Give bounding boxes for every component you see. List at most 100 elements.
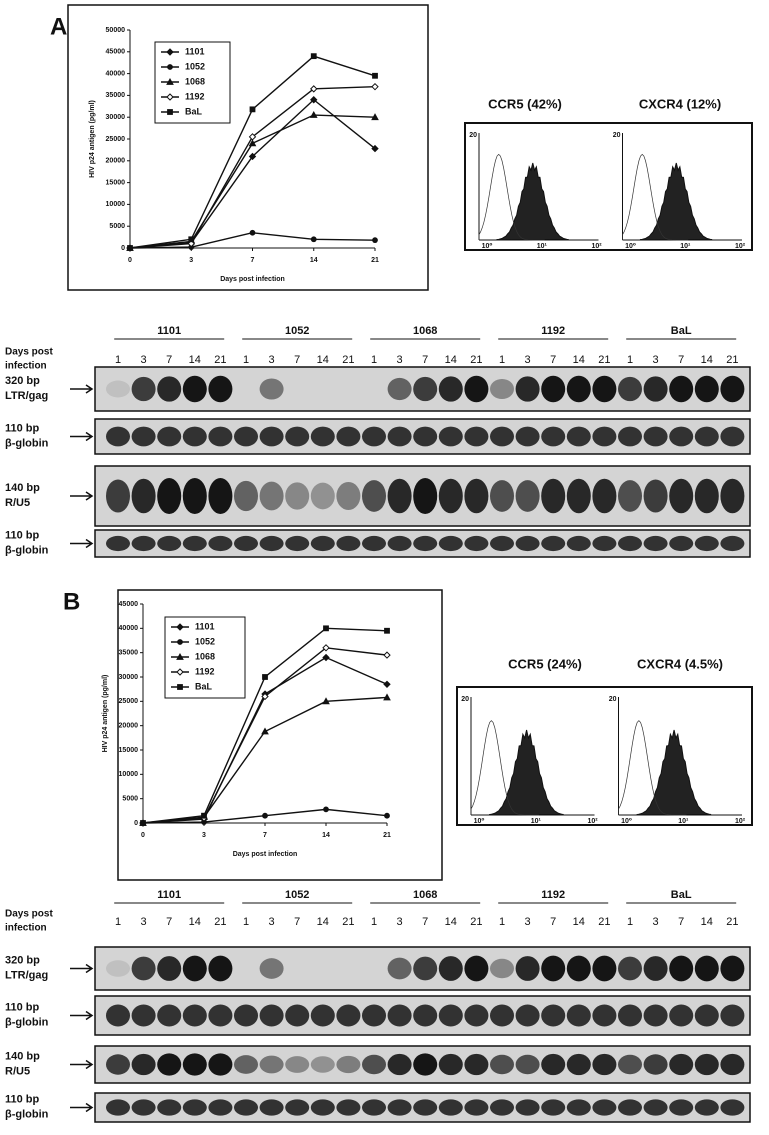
flow-tick: 10⁰	[625, 242, 636, 250]
days-label: Days post	[5, 909, 53, 920]
gel-band	[182, 1004, 207, 1027]
gel-band	[234, 1004, 258, 1027]
days-label: infection	[5, 923, 47, 934]
gel-band	[643, 376, 668, 402]
day-label: 14	[573, 354, 585, 366]
gel-band	[669, 375, 694, 403]
day-label: 1	[627, 916, 633, 928]
data-point	[322, 644, 330, 652]
gel-band	[285, 426, 310, 447]
gel-band	[643, 426, 668, 447]
gel-band	[566, 1053, 591, 1076]
data-point	[309, 110, 318, 118]
gel-band	[336, 481, 361, 511]
gel-band	[618, 376, 642, 402]
flow-tick: 10²	[735, 818, 746, 825]
day-label: 7	[166, 916, 172, 928]
gel-band	[310, 1099, 335, 1116]
gel-band	[694, 426, 719, 447]
panel-letter: A	[50, 13, 67, 40]
gel-band	[106, 479, 130, 513]
day-label: 3	[525, 916, 531, 928]
gel-band	[592, 426, 617, 447]
day-label: 14	[317, 916, 329, 928]
legend-marker	[177, 684, 183, 690]
data-point	[384, 812, 390, 819]
legend-marker	[176, 652, 184, 660]
gel-band	[720, 535, 745, 552]
gel-band	[592, 478, 617, 514]
day-label: 7	[294, 354, 300, 366]
data-point	[127, 245, 133, 251]
day-label: 21	[470, 916, 482, 928]
gel-band	[310, 426, 335, 447]
series-line	[129, 98, 376, 249]
gel-band	[157, 1053, 182, 1076]
gel-band	[438, 376, 463, 402]
gel-band	[669, 1099, 694, 1116]
gel-band	[259, 958, 284, 979]
group-label: 1192	[541, 325, 565, 337]
gel-band	[720, 375, 745, 403]
y-tick-label: 15000	[106, 179, 126, 186]
gel-band	[566, 955, 591, 982]
day-label: 1	[115, 916, 121, 928]
gel-band	[694, 955, 719, 982]
day-label: 3	[269, 916, 275, 928]
y-axis-label: HIV p24 antigen (pg/ml)	[89, 100, 96, 178]
gel-band	[208, 426, 233, 447]
gel-band	[643, 535, 668, 552]
day-label: 14	[701, 354, 713, 366]
legend-label: 1192	[195, 666, 215, 676]
day-label: 21	[598, 354, 610, 366]
gel-band	[669, 535, 694, 552]
gel-band	[131, 1004, 156, 1027]
flow-tick: 10¹	[680, 243, 691, 250]
gel-band	[515, 535, 540, 552]
flow-tick: 10¹	[531, 818, 542, 825]
flow-frame	[464, 122, 753, 251]
gel-band	[490, 1054, 514, 1075]
gel-band	[234, 426, 258, 447]
gel-band	[234, 535, 258, 552]
gel-band	[182, 955, 207, 982]
gel-band	[157, 376, 182, 402]
legend-label: 1101	[185, 46, 205, 56]
gel-band	[336, 1055, 361, 1074]
gel-band	[336, 426, 361, 447]
gel-band	[464, 478, 489, 514]
legend-marker	[167, 109, 173, 115]
row-arrow	[70, 538, 94, 549]
gel-band	[541, 1099, 566, 1116]
day-label: 7	[166, 354, 172, 366]
gel-band	[490, 480, 514, 512]
row-name: β-globin	[5, 544, 49, 556]
gel-band	[131, 1099, 156, 1116]
gel-band	[387, 1099, 412, 1116]
gel-band	[157, 426, 182, 447]
day-label: 14	[445, 354, 457, 366]
flow-histogram	[496, 162, 569, 241]
gel-band	[541, 478, 566, 514]
gel-band	[157, 535, 182, 552]
gel-band	[515, 956, 540, 981]
legend-label: 1192	[185, 91, 205, 101]
gel-band	[490, 1099, 514, 1116]
y-tick-label: 5000	[109, 223, 125, 230]
gel-band	[694, 1099, 719, 1116]
day-label: 21	[214, 354, 226, 366]
gel-band	[182, 426, 207, 447]
gel-band	[336, 1004, 361, 1027]
legend-frame	[164, 616, 246, 699]
gel-band	[592, 1004, 617, 1027]
day-label: 14	[701, 916, 713, 928]
day-label: 7	[678, 354, 684, 366]
gel-band	[208, 478, 233, 514]
gel-band	[157, 1004, 182, 1027]
x-axis-label: Days post infection	[233, 851, 298, 858]
data-point	[262, 812, 268, 819]
gel-band	[515, 1004, 540, 1027]
gel-band	[720, 1004, 745, 1027]
data-point	[140, 820, 146, 826]
gel-band	[387, 478, 412, 514]
